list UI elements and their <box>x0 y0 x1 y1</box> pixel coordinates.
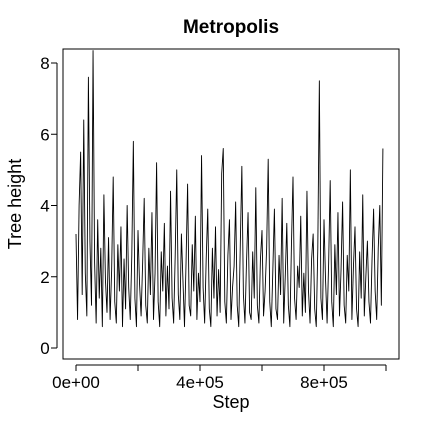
chart-title: Metropolis <box>183 17 279 38</box>
series-line-trace <box>75 50 384 328</box>
y-tick-label: 6 <box>40 125 49 144</box>
y-tick-label: 8 <box>40 54 49 73</box>
plot-frame <box>62 48 400 360</box>
y-tick-label: 0 <box>40 339 49 358</box>
x-axis: 0e+00 4e+05 8e+05 <box>52 364 387 392</box>
x-axis-label: Step <box>212 392 249 412</box>
x-tick-label: 4e+05 <box>176 373 224 392</box>
y-axis: 0 2 4 6 8 <box>40 54 58 358</box>
y-tick-label: 2 <box>40 268 49 287</box>
x-tick-label: 8e+05 <box>300 373 348 392</box>
y-tick-label: 4 <box>40 197 49 216</box>
x-tick-label: 0e+00 <box>52 373 100 392</box>
y-axis-label: Tree height <box>5 159 25 249</box>
